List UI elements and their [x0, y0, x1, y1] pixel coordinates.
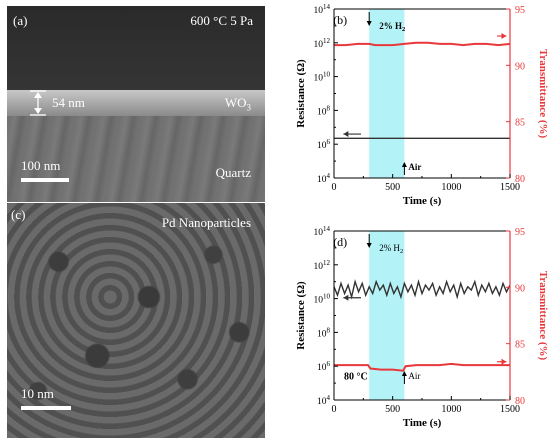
resistance-series-line [333, 279, 511, 300]
transmittance-series-line [334, 41, 511, 47]
temperature-label: 80 °C [344, 372, 368, 383]
y-right-axis-label: Transmittance (%) [537, 49, 549, 139]
panel-label: (b) [333, 13, 347, 27]
y-left-tick-label: 1010 [314, 71, 331, 84]
scale-bar-a [21, 178, 69, 182]
y-left-tick-label: 106 [317, 360, 331, 373]
film-material-subscript: 3 [246, 102, 252, 113]
y-right-tick-label: 80 [515, 174, 525, 185]
tem-nanoparticle-image: (c) Pd Nanoparticles 10 nm [7, 203, 265, 438]
h2-exposure-band [369, 231, 405, 400]
film-material-text: WO [224, 95, 247, 110]
thickness-arrow-icon [28, 90, 48, 116]
x-axis-label: Time (s) [403, 417, 442, 429]
x-tick-label: 500 [385, 182, 400, 193]
h2-on-arrowhead-icon [366, 243, 372, 248]
film-material-label: WO3 [225, 95, 251, 113]
air-annotation: Air [408, 371, 420, 381]
resistance-arrowhead-icon [343, 294, 349, 301]
h2-on-arrowhead-icon [366, 21, 372, 26]
y-right-tick-label: 95 [515, 227, 525, 238]
x-tick-label: 0 [332, 182, 337, 193]
y-left-tick-label: 104 [317, 394, 331, 407]
panel-c-label: (c) [11, 207, 26, 222]
x-tick-label: 1000 [441, 182, 461, 193]
transmittance-series-line [334, 362, 510, 372]
y-left-tick-label: 108 [317, 326, 331, 339]
x-tick-label: 1000 [441, 404, 461, 415]
panel-a-label: (a) [13, 13, 28, 28]
x-tick-label: 0 [332, 404, 337, 415]
vacuum-region [7, 6, 265, 90]
y-left-tick-label: 1010 [314, 293, 331, 306]
chart-d: 0 500 1000 1500 104 106 108 1010 1012 1014 80 85 90 9… [295, 225, 549, 429]
y-left-tick-label: 108 [317, 104, 331, 117]
air-arrowhead-icon [401, 162, 407, 167]
scale-bar-label-c: 10 nm [21, 386, 54, 401]
y-left-axis-label: Resistance (Ω) [295, 59, 307, 128]
y-left-tick-label: 1012 [314, 259, 331, 272]
chart-b: 0 500 1000 1500 104 106 108 1010 1012 1014 80 85 90 9… [295, 3, 549, 207]
air-annotation: Air [408, 162, 421, 172]
x-axis-label: Time (s) [403, 195, 442, 207]
y-left-axis-label: Resistance (Ω) [295, 281, 307, 350]
nanoparticle-texture [7, 203, 265, 438]
substrate-label: Quartz [215, 165, 251, 180]
y-right-tick-label: 95 [515, 5, 525, 16]
y-right-axis-label: Transmittance (%) [537, 271, 549, 361]
scale-bar-label-a: 100 nm [21, 158, 61, 173]
deposition-condition-label: 600 °C 5 Pa [190, 13, 253, 28]
nanoparticle-title: Pd Nanoparticles [161, 215, 251, 230]
y-left-tick-label: 106 [317, 138, 331, 151]
panel-label: (d) [333, 235, 347, 249]
quartz-substrate [7, 116, 265, 202]
x-tick-label: 1500 [500, 182, 520, 193]
transmittance-arrowhead-icon [501, 358, 507, 365]
y-right-tick-label: 90 [515, 283, 525, 294]
h2-exposure-band [369, 9, 405, 178]
x-tick-label: 500 [385, 404, 400, 415]
y-right-tick-label: 80 [515, 396, 525, 407]
film-thickness-label: 54 nm [52, 95, 85, 110]
h2-annotation: 2% H2 [379, 21, 405, 33]
x-tick-label: 1500 [500, 404, 520, 415]
y-left-tick-label: 1014 [314, 225, 331, 238]
resistance-arrowhead-icon [343, 131, 349, 138]
scale-bar-c [21, 406, 71, 410]
wo3-film-layer [7, 90, 265, 116]
y-left-tick-label: 104 [317, 172, 331, 185]
y-left-tick-label: 1012 [314, 37, 331, 50]
y-left-tick-label: 1014 [314, 3, 331, 16]
sem-cross-section-image: (a) 600 °C 5 Pa 54 nm WO3 100 nm Quartz [7, 6, 265, 202]
y-right-tick-label: 85 [515, 340, 525, 351]
air-arrowhead-icon [401, 371, 407, 376]
y-right-tick-label: 85 [515, 118, 525, 129]
h2-annotation: 2% H2 [379, 243, 403, 255]
y-right-tick-label: 90 [515, 61, 525, 72]
transmittance-arrowhead-icon [501, 33, 507, 40]
